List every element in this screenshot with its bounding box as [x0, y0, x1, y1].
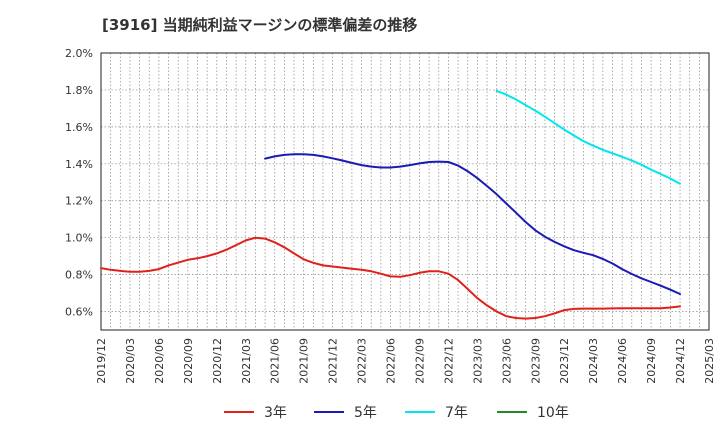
y-tick-label: 0.8%	[65, 269, 93, 282]
x-tick-label: 2021/03	[240, 338, 253, 384]
x-tick-label: 2020/03	[124, 338, 137, 384]
y-tick-label: 1.0%	[65, 232, 93, 245]
x-tick-label: 2020/09	[182, 338, 195, 384]
grid-layer	[101, 53, 709, 330]
y-tick-label: 1.2%	[65, 195, 93, 208]
x-tick-label: 2023/09	[529, 338, 542, 384]
series-line-7年	[495, 89, 681, 185]
x-axis: 2019/12 2020/03 2020/06 2020/09 2020/12 2021/…	[95, 338, 716, 384]
x-tick-label: 2022/03	[356, 338, 369, 384]
x-tick-label: 2022/09	[413, 338, 426, 384]
series-line-3年	[100, 236, 681, 320]
x-tick-label: 2019/12	[95, 338, 108, 384]
plot-area	[100, 52, 710, 331]
x-tick-label: 2023/12	[558, 338, 571, 384]
x-tick-label: 2022/12	[442, 338, 455, 384]
x-tick-label: 2021/09	[298, 338, 311, 384]
chart-title: [3916] 当期純利益マージンの標準偏差の推移	[102, 16, 418, 34]
y-tick-label: 1.8%	[65, 84, 93, 97]
y-tick-label: 1.6%	[65, 121, 93, 134]
series-layer	[100, 89, 681, 320]
x-tick-label: 2021/12	[327, 338, 340, 384]
x-tick-label: 2025/03	[703, 338, 716, 384]
legend-label: 10年	[537, 405, 569, 421]
x-tick-label: 2024/03	[587, 338, 600, 384]
series-line-5年	[264, 153, 681, 295]
x-tick-label: 2023/03	[471, 338, 484, 384]
y-tick-label: 1.4%	[65, 158, 93, 171]
x-tick-label: 2022/06	[385, 338, 398, 384]
legend: 3年 5年 7年 10年	[224, 405, 569, 421]
x-tick-label: 2020/06	[153, 338, 166, 384]
x-tick-label: 2024/09	[645, 338, 658, 384]
legend-label: 3年	[264, 405, 287, 421]
x-tick-label: 2020/12	[211, 338, 224, 384]
y-tick-label: 0.6%	[65, 306, 93, 319]
x-tick-label: 2024/06	[616, 338, 629, 384]
x-tick-label: 2024/12	[674, 338, 687, 384]
legend-label: 5年	[354, 405, 377, 421]
legend-label: 7年	[445, 405, 468, 421]
x-tick-label: 2023/06	[500, 338, 513, 384]
x-tick-label: 2021/06	[269, 338, 282, 384]
y-tick-label: 2.0%	[65, 47, 93, 60]
y-axis: 0.6% 0.8% 1.0% 1.2% 1.4% 1.6% 1.8% 2.0%	[65, 47, 93, 319]
